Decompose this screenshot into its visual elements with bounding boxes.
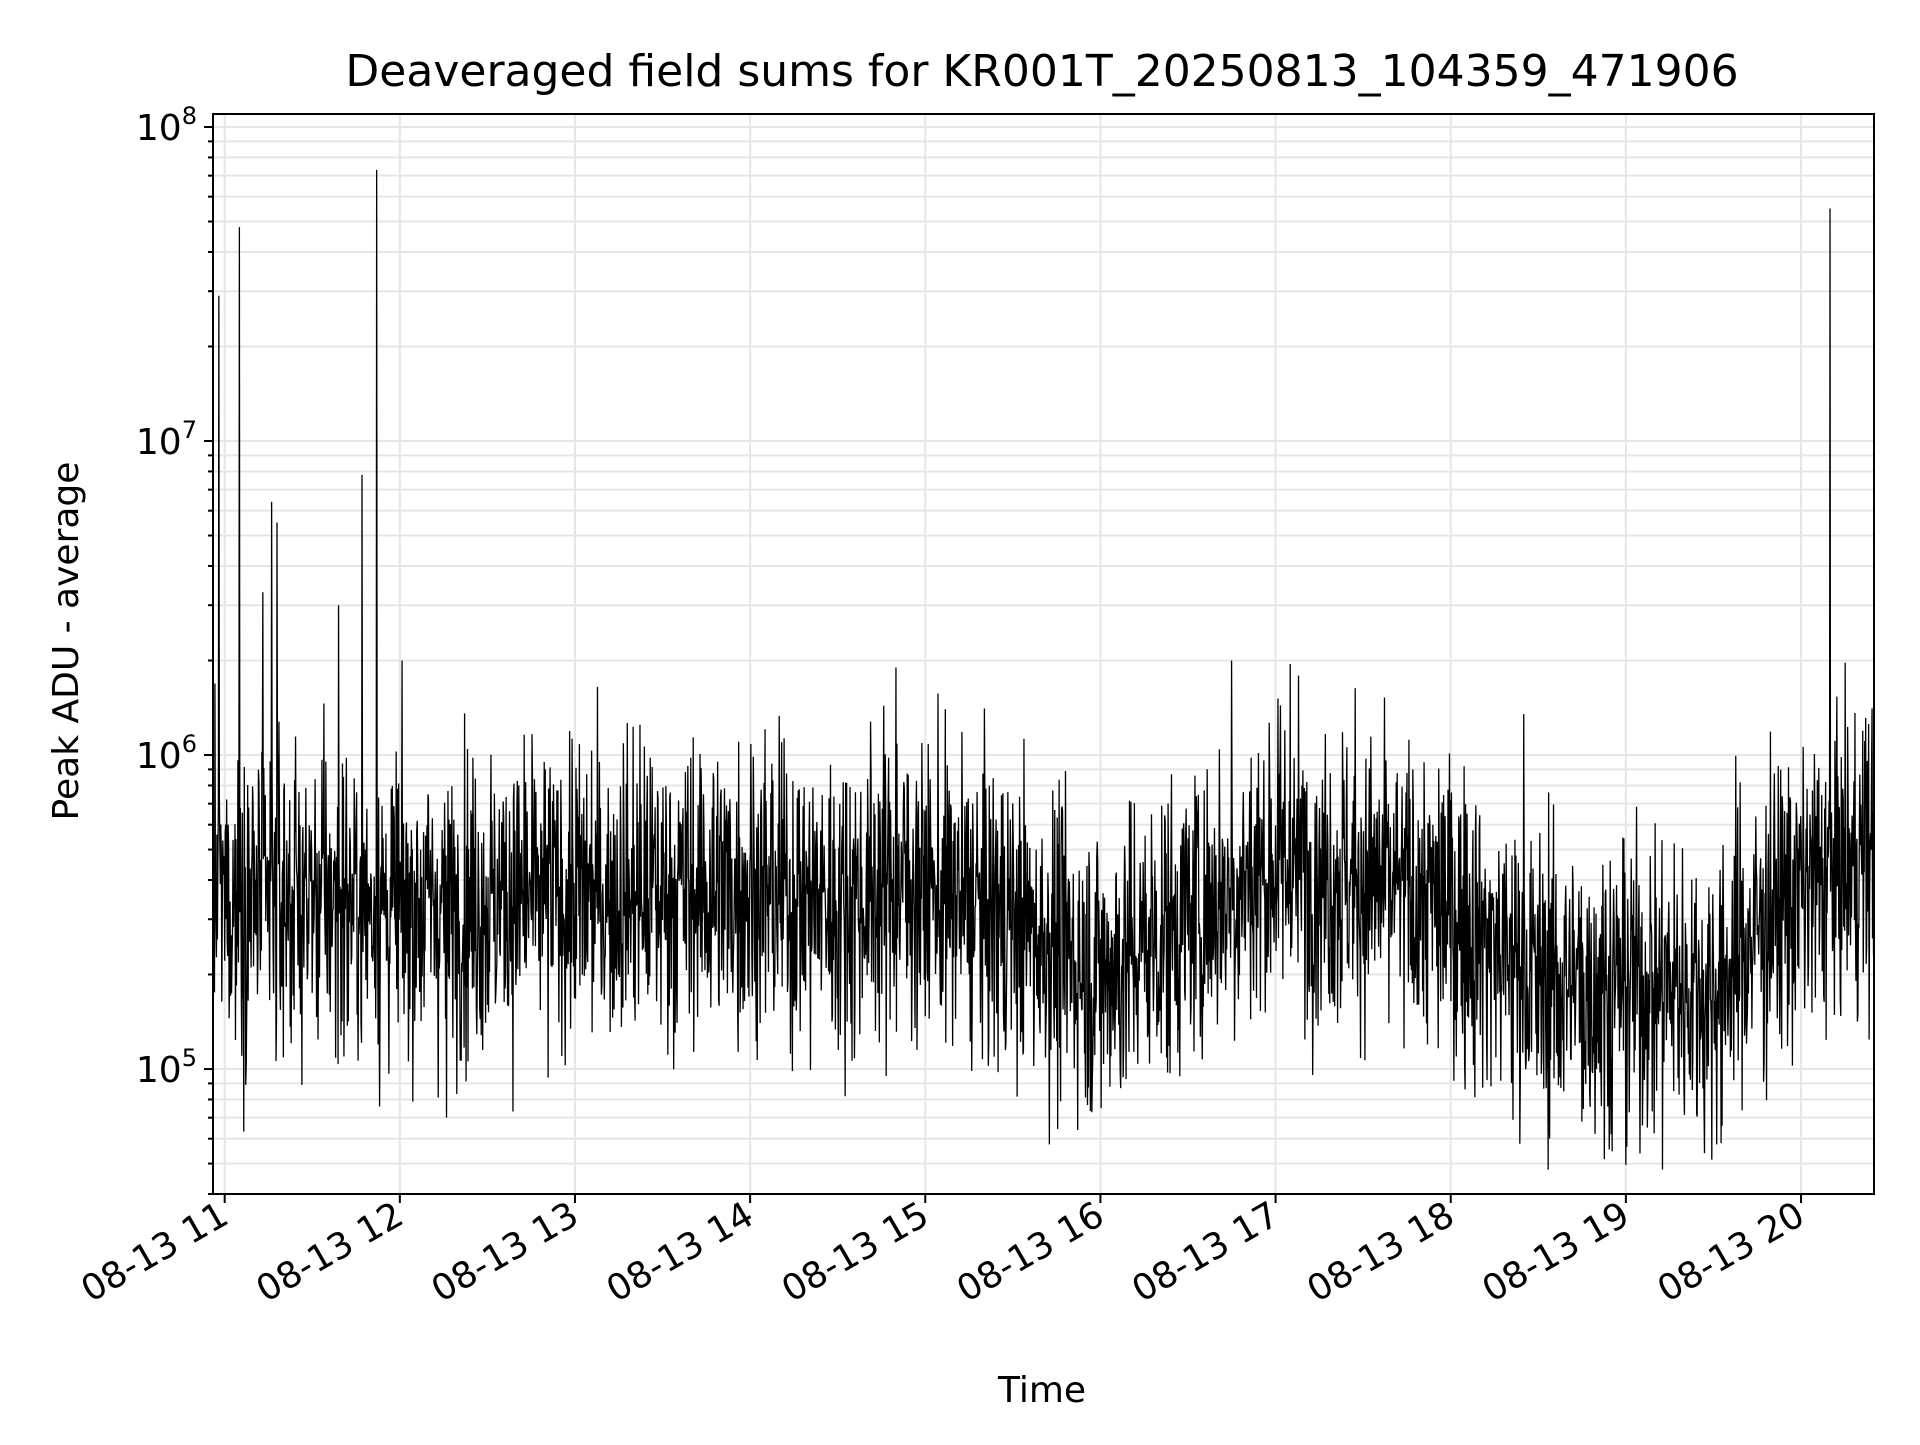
x-tick-label: 08-13 15 — [775, 1194, 936, 1310]
x-tick-label: 08-13 11 — [75, 1194, 236, 1310]
plot-frame — [212, 113, 1875, 1195]
series-line — [212, 169, 1875, 1170]
x-tick-label: 08-13 19 — [1476, 1194, 1637, 1310]
y-tick-label: 106 — [136, 730, 197, 777]
x-tick-label: 08-13 13 — [425, 1194, 586, 1310]
x-tick-label: 08-13 20 — [1651, 1194, 1812, 1310]
x-tick-label: 08-13 18 — [1301, 1194, 1462, 1310]
y-tick-label: 107 — [136, 416, 197, 463]
x-tick-label: 08-13 14 — [600, 1194, 761, 1310]
chart-title: Deaveraged field sums for KR001T_2025081… — [345, 46, 1738, 97]
y-tick-label: 108 — [136, 102, 197, 149]
x-tick-label: 08-13 17 — [1125, 1194, 1286, 1310]
y-axis-label: Peak ADU - average — [46, 462, 87, 821]
x-axis-label: Time — [997, 1370, 1086, 1411]
x-tick-label: 08-13 16 — [950, 1194, 1111, 1310]
data-line — [212, 169, 1875, 1170]
y-tick-label: 105 — [136, 1044, 197, 1091]
x-tick-label: 08-13 12 — [250, 1194, 411, 1310]
